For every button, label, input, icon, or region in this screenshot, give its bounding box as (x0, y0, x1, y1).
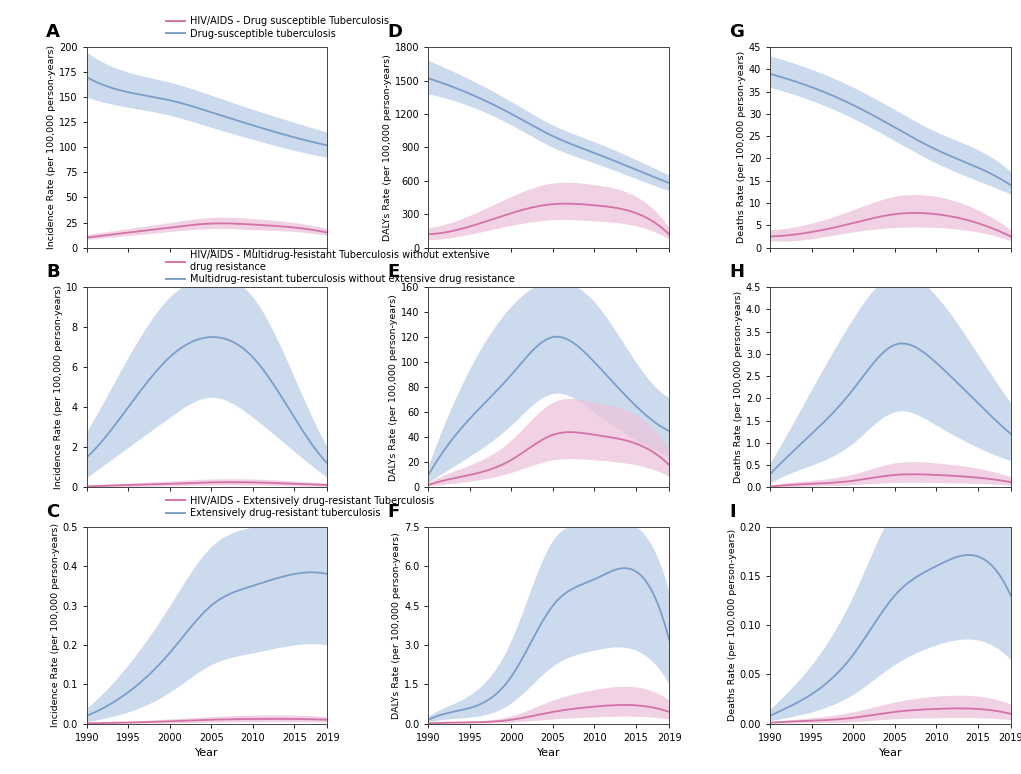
Y-axis label: DALYs Rate (per 100,000 person-years): DALYs Rate (per 100,000 person-years) (383, 54, 392, 241)
Y-axis label: Deaths Rate (per 100,000 person-years): Deaths Rate (per 100,000 person-years) (737, 51, 746, 244)
Text: G: G (729, 23, 744, 41)
Legend: HIV/AIDS - Multidrug-resistant Tuberculosis without extensive
drug resistance, M: HIV/AIDS - Multidrug-resistant Tuberculo… (165, 250, 515, 284)
Y-axis label: Deaths Rate (per 100,000 person-years): Deaths Rate (per 100,000 person-years) (728, 529, 737, 721)
Legend: HIV/AIDS - Extensively drug-resistant Tuberculosis, Extensively drug-resistant t: HIV/AIDS - Extensively drug-resistant Tu… (165, 496, 434, 519)
Legend: HIV/AIDS - Drug susceptible Tuberculosis, Drug-susceptible tuberculosis: HIV/AIDS - Drug susceptible Tuberculosis… (165, 16, 389, 39)
Text: C: C (46, 503, 59, 521)
Text: E: E (388, 263, 400, 281)
Text: B: B (46, 263, 59, 281)
Y-axis label: Deaths Rate (per 100,000 person-years): Deaths Rate (per 100,000 person-years) (734, 291, 743, 483)
Y-axis label: Incidence Rate (per 100,000 person-years): Incidence Rate (per 100,000 person-years… (47, 46, 56, 249)
Text: A: A (46, 23, 60, 41)
Text: F: F (388, 503, 400, 521)
Y-axis label: Incidence Rate (per 100,000 person-years): Incidence Rate (per 100,000 person-years… (51, 523, 59, 728)
Y-axis label: DALYs Rate (per 100,000 person-years): DALYs Rate (per 100,000 person-years) (392, 532, 401, 719)
Text: H: H (729, 263, 744, 281)
X-axis label: Year: Year (537, 748, 561, 759)
X-axis label: Year: Year (195, 748, 218, 759)
Y-axis label: DALYs Rate (per 100,000 person-years): DALYs Rate (per 100,000 person-years) (389, 294, 398, 481)
Text: I: I (729, 503, 736, 521)
X-axis label: Year: Year (879, 748, 903, 759)
Y-axis label: Incidence Rate (per 100,000 person-years): Incidence Rate (per 100,000 person-years… (54, 285, 62, 489)
Text: D: D (388, 23, 402, 41)
